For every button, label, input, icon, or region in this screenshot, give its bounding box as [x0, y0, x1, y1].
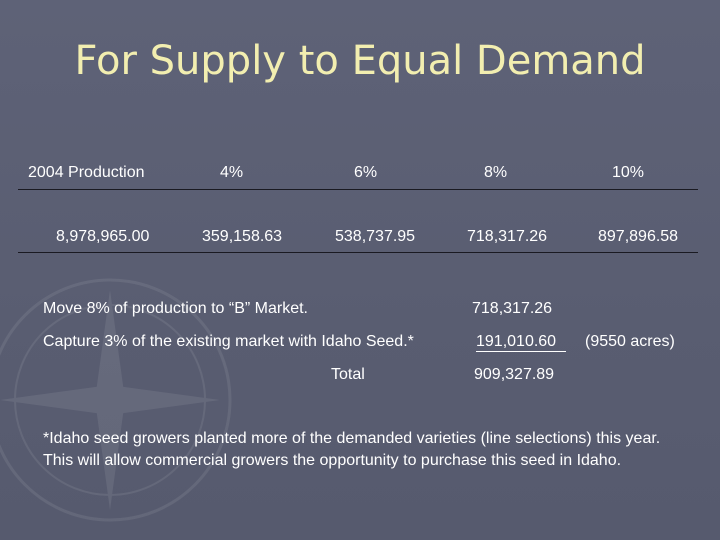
total-value: 909,327.89	[474, 366, 555, 383]
table-bottom-divider	[18, 252, 698, 253]
header-cell-6pct: 6%	[354, 164, 378, 181]
capture-note: (9550 acres)	[585, 333, 675, 350]
table-header-row: 2004 Production 4% 6% 8% 10%	[18, 164, 698, 188]
capture-value: 191,010.60	[476, 333, 567, 352]
compass-watermark-icon	[0, 278, 232, 522]
cell-6pct: 538,737.95	[335, 228, 416, 245]
total-label: Total	[331, 366, 365, 383]
capture-label: Capture 3% of the existing market with I…	[43, 333, 414, 350]
move-label: Move 8% of production to “B” Market.	[43, 300, 308, 317]
header-cell-8pct: 8%	[484, 164, 508, 181]
cell-production: 8,978,965.00	[56, 228, 150, 245]
cell-4pct: 359,158.63	[202, 228, 283, 245]
table-header-divider	[18, 189, 698, 190]
cell-10pct: 897,896.58	[598, 228, 679, 245]
header-cell-10pct: 10%	[612, 164, 645, 181]
move-value: 718,317.26	[472, 300, 553, 317]
cell-8pct: 718,317.26	[467, 228, 548, 245]
slide-title: For Supply to Equal Demand	[74, 38, 646, 84]
table-row: 8,978,965.00 359,158.63 538,737.95 718,3…	[18, 228, 698, 252]
footnote: *Idaho seed growers planted more of the …	[43, 430, 661, 469]
header-cell-production: 2004 Production	[28, 164, 145, 181]
header-cell-4pct: 4%	[220, 164, 244, 181]
